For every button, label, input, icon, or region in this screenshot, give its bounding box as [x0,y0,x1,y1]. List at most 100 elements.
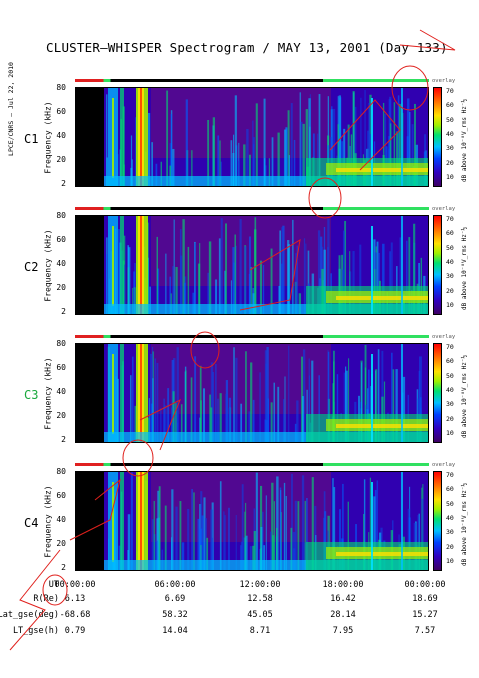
colorbar-tick-label: 10 [446,300,454,309]
ut-row: UT 00:00:00 06:00:00 12:00:00 18:00:00 00:00:… [0,580,479,592]
time-tick-label: 00:00:00 [404,580,446,590]
ephemeris-value: 6.69 [164,594,186,604]
y-tick-label: 20 [56,539,66,548]
status-bar-c3 [75,335,429,338]
ut-label: UT [48,580,59,590]
spectrogram-c4 [75,471,429,571]
annotation-circle-5 [42,574,68,606]
colorbar-tick-label: 70 [446,87,454,95]
y-tick-label: 80 [56,83,66,92]
y-tick-label: 2 [61,307,66,316]
ephemeris-value: 7.95 [332,626,354,636]
colorbar-tick-label: 50 [446,243,454,252]
annotation-line-5 [9,549,61,651]
annotation-circle-2 [308,177,342,219]
colorbar-tick-label: 40 [446,129,454,138]
ephemeris-value: 28.14 [330,610,356,620]
colorbar-tick-label: 50 [446,115,454,124]
ephemeris-row: Lat_gse(deg) -68.68 58.32 45.05 28.14 15.27 [0,610,479,622]
colorbar-tick-label: 20 [446,286,454,295]
y-tick-label: 2 [61,179,66,188]
colorbar [433,87,442,187]
annotation-line-2 [239,239,301,311]
status-bar-c2 [75,207,429,210]
ephemeris-label: LT_gse(h) [12,626,59,636]
satellite-label: C4 [24,516,39,530]
colorbar-tick-label: 70 [446,343,454,351]
ephemeris-value: 8.71 [249,626,271,636]
ephemeris-value: 7.57 [414,626,436,636]
status-bar-c4 [75,463,429,466]
ephemeris-value: 58.32 [162,610,188,620]
colorbar-tick-label: 40 [446,513,454,522]
ephemeris-label: R(Re) [33,594,59,604]
y-tick-label: 60 [56,235,66,244]
colorbar-tick-label: 70 [446,471,454,479]
colorbar-tick-label: 10 [446,556,454,565]
y-tick-label: 40 [56,259,66,268]
annotation-circle-1 [391,65,429,111]
colorbar-tick-label: 30 [446,400,454,409]
annotation-strike [399,29,456,51]
annotation-line-1 [329,99,401,171]
y-tick-label: 80 [56,467,66,476]
ephemeris-value: -68.68 [59,610,91,620]
y-tick-label: 40 [56,387,66,396]
annotation-circle-3 [190,331,220,369]
ephemeris-value: 16.42 [330,594,356,604]
colorbar-tick-label: 30 [446,144,454,153]
colorbar-tick-label: 40 [446,257,454,266]
colorbar-tick-label: 50 [446,371,454,380]
colorbar-tick-label: 60 [446,357,454,366]
colorbar-top-label: overlay [432,78,456,84]
page-title: CLUSTER–WHISPER Spectrogram / MAY 13, 20… [46,40,448,55]
y-tick-label: 80 [56,211,66,220]
time-tick-label: 12:00:00 [239,580,281,590]
colorbar-top-label: overlay [432,334,456,340]
colorbar-tick-label: 30 [446,272,454,281]
ephemeris-row: LT_gse(h) 0.79 14.04 8.71 7.95 7.57 [0,626,479,638]
spectrogram-c1 [75,87,429,187]
satellite-label: C3 [24,388,39,402]
y-tick-label: 80 [56,339,66,348]
colorbar-tick-label: 60 [446,229,454,238]
time-tick-label: 18:00:00 [322,580,364,590]
colorbar-top-label: overlay [432,462,456,468]
colorbar-tick-label: 10 [446,172,454,181]
colorbar-tick-label: 30 [446,528,454,537]
ephemeris-label: Lat_gse(deg) [0,610,59,620]
y-tick-label: 60 [56,107,66,116]
time-tick-label: 06:00:00 [154,580,196,590]
colorbar-tick-label: 40 [446,385,454,394]
colorbar-tick-label: 70 [446,215,454,223]
y-tick-label: 40 [56,515,66,524]
colorbar-top-label: overlay [432,206,456,212]
y-tick-label: 2 [61,563,66,572]
ephemeris-value: 6.13 [64,594,86,604]
colorbar-tick-label: 10 [446,428,454,437]
colorbar-tick-label: 60 [446,485,454,494]
colorbar-tick-label: 20 [446,542,454,551]
satellite-label: C2 [24,260,39,274]
y-tick-label: 20 [56,155,66,164]
ephemeris-value: 45.05 [247,610,273,620]
spectrogram-c3 [75,343,429,443]
satellite-label: C1 [24,132,39,146]
y-tick-label: 40 [56,131,66,140]
colorbar-tick-label: 20 [446,158,454,167]
ephemeris-value: 18.69 [412,594,438,604]
y-tick-label: 20 [56,283,66,292]
annotation-line-4 [69,478,121,541]
colorbar-tick-label: 50 [446,499,454,508]
status-bar-c1 [75,79,429,82]
time-tick-label: 00:00:00 [54,580,96,590]
ephemeris-row: R(Re) 6.13 6.69 12.58 16.42 18.69 [0,594,479,606]
ephemeris-value: 12.58 [247,594,273,604]
annotation-line-3 [139,398,181,451]
ephemeris-value: 0.79 [64,626,86,636]
y-tick-label: 20 [56,411,66,420]
y-tick-label: 60 [56,491,66,500]
colorbar-tick-label: 20 [446,414,454,423]
colorbar [433,215,442,315]
